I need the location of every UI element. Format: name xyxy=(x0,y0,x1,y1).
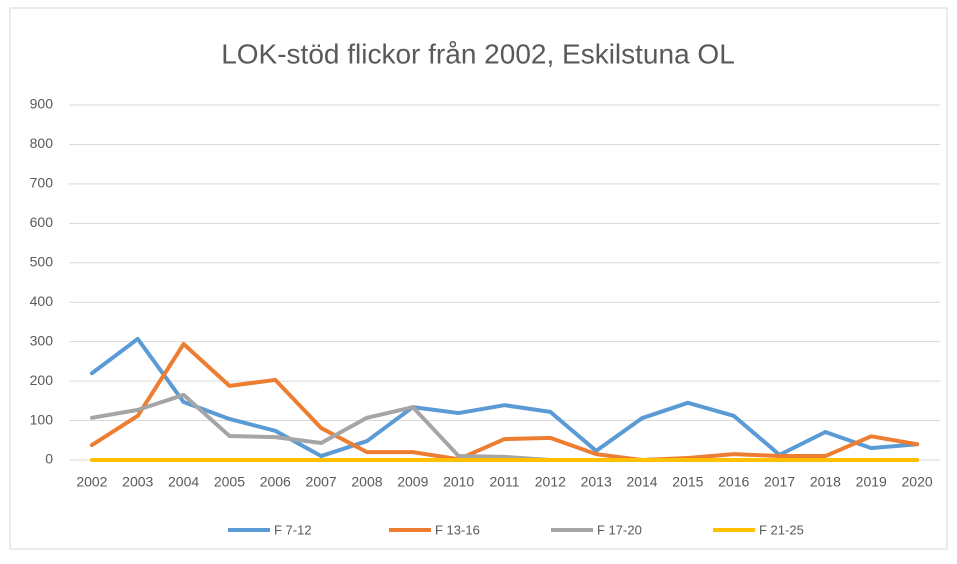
x-tick-label: 2014 xyxy=(626,474,657,490)
x-tick-label: 2020 xyxy=(902,474,933,490)
legend-label: F 13-16 xyxy=(435,522,480,537)
x-tick-label: 2004 xyxy=(168,474,199,490)
x-tick-label: 2006 xyxy=(260,474,291,490)
y-tick-label: 800 xyxy=(30,135,54,151)
y-tick-label: 600 xyxy=(30,214,54,230)
x-tick-label: 2002 xyxy=(76,474,107,490)
x-tick-label: 2010 xyxy=(443,474,474,490)
y-tick-label: 100 xyxy=(30,411,54,427)
legend-label: F 21-25 xyxy=(759,522,804,537)
x-tick-label: 2009 xyxy=(397,474,428,490)
y-tick-label: 400 xyxy=(30,293,54,309)
chart-title: LOK-stöd flickor från 2002, Eskilstuna O… xyxy=(221,38,735,69)
x-tick-label: 2007 xyxy=(306,474,337,490)
x-tick-label: 2012 xyxy=(535,474,566,490)
x-tick-label: 2008 xyxy=(351,474,382,490)
x-tick-label: 2016 xyxy=(718,474,749,490)
series-line xyxy=(89,342,920,462)
y-tick-label: 900 xyxy=(30,96,54,112)
x-tick-label: 2003 xyxy=(122,474,153,490)
x-tick-label: 2015 xyxy=(672,474,703,490)
legend-label: F 7-12 xyxy=(274,522,312,537)
y-tick-label: 200 xyxy=(30,372,54,388)
y-tick-label: 0 xyxy=(45,451,53,467)
x-tick-label: 2018 xyxy=(810,474,841,490)
x-tick-label: 2019 xyxy=(856,474,887,490)
y-tick-label: 500 xyxy=(30,253,54,269)
x-tick-label: 2005 xyxy=(214,474,245,490)
x-tick-label: 2011 xyxy=(489,474,519,490)
y-tick-label: 300 xyxy=(30,332,54,348)
x-tick-label: 2017 xyxy=(764,474,795,490)
x-tick-label: 2013 xyxy=(581,474,612,490)
legend-label: F 17-20 xyxy=(597,522,642,537)
y-tick-label: 700 xyxy=(30,175,54,191)
chart-border xyxy=(9,7,948,550)
